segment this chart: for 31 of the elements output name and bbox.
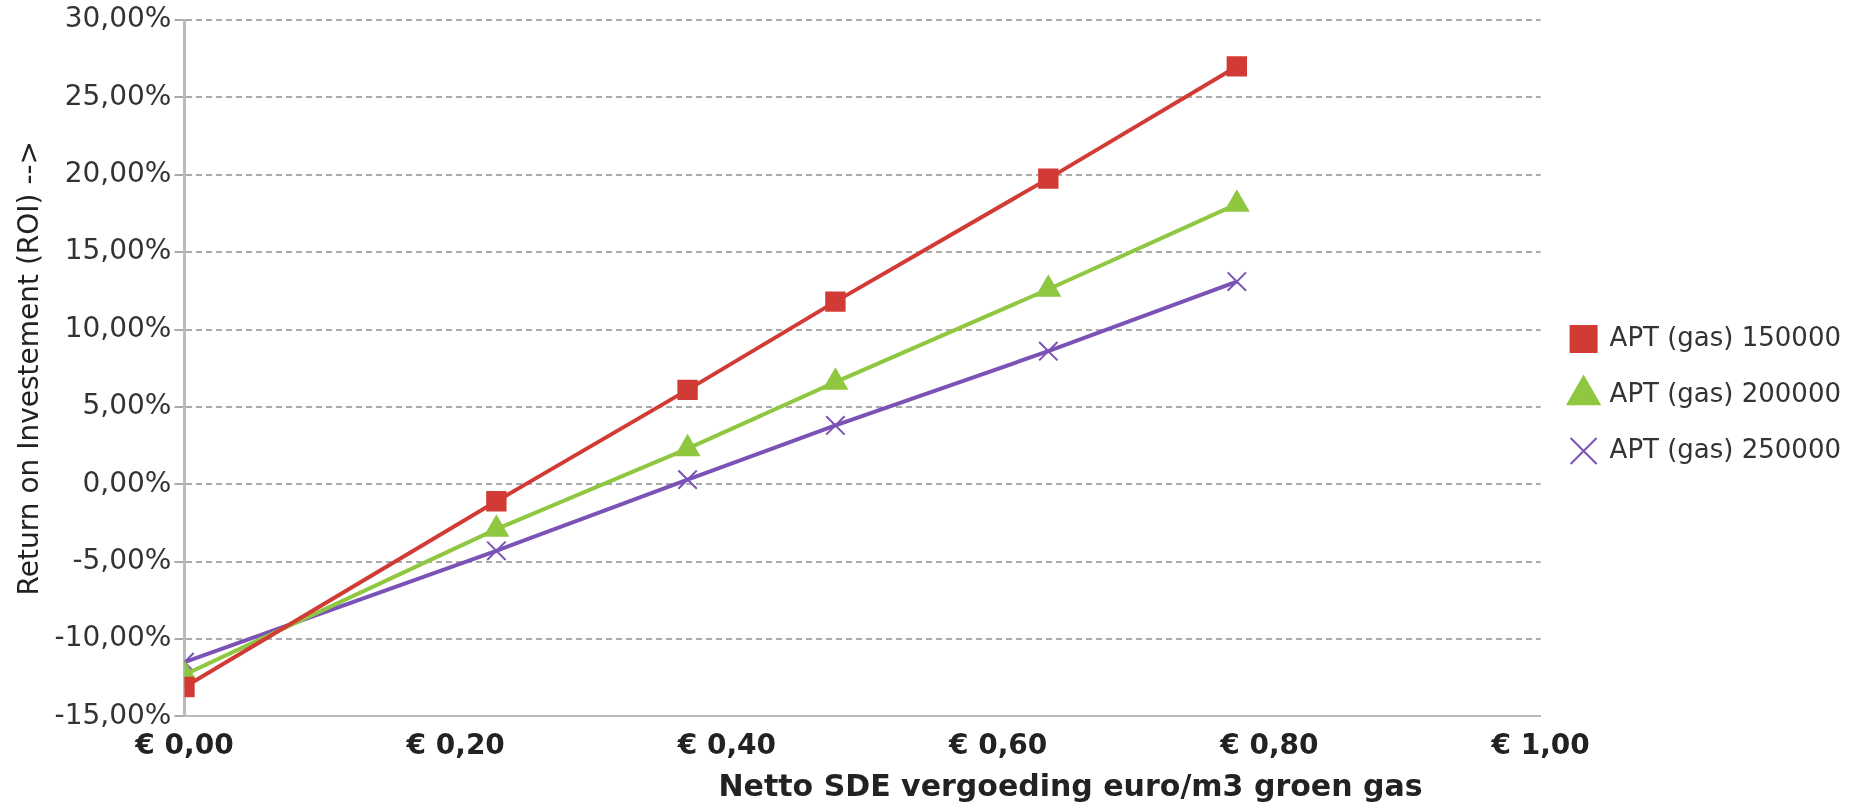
x-tick-label: € 0,20 bbox=[405, 728, 505, 762]
point bbox=[825, 415, 846, 436]
point bbox=[677, 379, 698, 401]
point bbox=[486, 540, 507, 561]
point bbox=[1226, 271, 1248, 292]
point bbox=[1226, 56, 1248, 77]
legend-label: APT (gas) 200000 bbox=[1609, 377, 1842, 408]
y-tick-label: 15,00% bbox=[64, 233, 172, 267]
x-axis-title: Netto SDE vergoeding euro/m3 groen gas bbox=[717, 768, 1424, 803]
y-tick-label: 0,00% bbox=[82, 465, 172, 499]
y-tick-label: 30,00% bbox=[64, 1, 172, 35]
y-tick-label: -10,00% bbox=[54, 620, 172, 654]
y-axis-title: Return on Investement (ROI) --> bbox=[12, 140, 46, 596]
y-tick-label: 10,00% bbox=[64, 310, 172, 344]
legend-label: APT (gas) 150000 bbox=[1609, 321, 1842, 352]
x-tick-label: € 1,00 bbox=[1490, 728, 1590, 762]
y-tick-label: 25,00% bbox=[64, 78, 172, 112]
point bbox=[486, 491, 507, 512]
x-tick-label: € 0,40 bbox=[676, 728, 777, 762]
x-tick-label: € 0,80 bbox=[1219, 728, 1319, 762]
y-tick-label: 5,00% bbox=[82, 388, 172, 422]
legend-label: APT (gas) 250000 bbox=[1609, 433, 1842, 464]
x-tick-label: € 0,00 bbox=[134, 728, 234, 762]
point bbox=[825, 291, 846, 312]
y-tick-label: -15,00% bbox=[54, 697, 172, 731]
point bbox=[677, 469, 698, 490]
point bbox=[1038, 340, 1059, 362]
x-tick-label: € 0,60 bbox=[947, 728, 1048, 762]
y-tick-label: 20,00% bbox=[64, 156, 172, 190]
point bbox=[1038, 168, 1059, 189]
y-tick-label: -5,00% bbox=[72, 542, 172, 576]
